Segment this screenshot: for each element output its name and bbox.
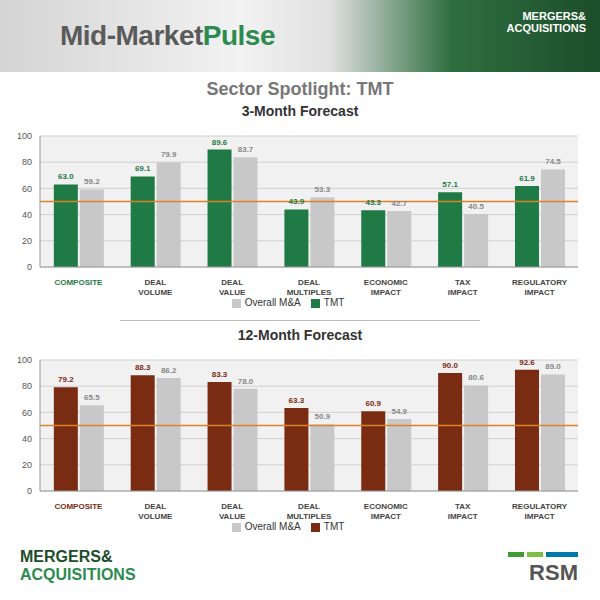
svg-text:TAXIMPACT: TAXIMPACT xyxy=(448,502,478,521)
svg-text:89.6: 89.6 xyxy=(212,138,228,147)
svg-text:60: 60 xyxy=(22,408,32,418)
svg-text:TAXIMPACT: TAXIMPACT xyxy=(448,278,478,297)
svg-text:80: 80 xyxy=(22,157,32,167)
svg-text:88.3: 88.3 xyxy=(135,363,151,372)
svg-text:DEALVALUE: DEALVALUE xyxy=(219,502,246,521)
svg-text:20: 20 xyxy=(22,460,32,470)
html-text:ACQUISITIONS: ACQUISITIONS xyxy=(20,566,136,583)
svg-text:ECONOMICIMPACT: ECONOMICIMPACT xyxy=(364,502,408,521)
svg-text:83.7: 83.7 xyxy=(238,145,254,154)
svg-text:100: 100 xyxy=(17,131,32,141)
svg-text:ECONOMICIMPACT: ECONOMICIMPACT xyxy=(364,278,408,297)
svg-text:54.9: 54.9 xyxy=(391,407,407,416)
svg-text:DEALMULTIPLES: DEALMULTIPLES xyxy=(287,278,332,297)
svg-text:57.1: 57.1 xyxy=(442,180,458,189)
html-text:MERGERS&: MERGERS& xyxy=(20,548,113,565)
svg-text:20: 20 xyxy=(22,236,32,246)
svg-text:COMPOSITE: COMPOSITE xyxy=(54,502,103,511)
svg-text:79.9: 79.9 xyxy=(161,150,177,159)
svg-text:40: 40 xyxy=(22,210,32,220)
svg-text:61.9: 61.9 xyxy=(519,174,535,183)
svg-text:53.3: 53.3 xyxy=(315,185,331,194)
html-text:Overall M&A: Overall M&A xyxy=(244,297,301,308)
svg-text:60.9: 60.9 xyxy=(365,399,381,408)
html-text:Sector Spotlight: TMT: Sector Spotlight: TMT xyxy=(206,79,394,99)
svg-text:74.5: 74.5 xyxy=(545,157,561,166)
svg-text:COMPOSITE: COMPOSITE xyxy=(54,278,103,287)
svg-text:DEALVOLUME: DEALVOLUME xyxy=(138,502,173,521)
svg-text:40: 40 xyxy=(22,434,32,444)
svg-text:86.2: 86.2 xyxy=(161,366,177,375)
svg-text:78.0: 78.0 xyxy=(238,377,254,386)
svg-text:0: 0 xyxy=(27,486,32,496)
svg-text:REGULATORYIMPACT: REGULATORYIMPACT xyxy=(512,502,568,521)
svg-text:0: 0 xyxy=(27,262,32,272)
svg-text:90.0: 90.0 xyxy=(442,361,458,370)
html-text:3-Month Forecast: 3-Month Forecast xyxy=(241,103,359,119)
svg-text:40.5: 40.5 xyxy=(468,202,484,211)
svg-text:80.6: 80.6 xyxy=(468,373,484,382)
svg-text:92.6: 92.6 xyxy=(519,358,535,367)
svg-text:100: 100 xyxy=(17,355,32,365)
html-text:Overall M&A: Overall M&A xyxy=(244,521,301,532)
svg-text:REGULATORYIMPACT: REGULATORYIMPACT xyxy=(512,278,568,297)
svg-text:43.3: 43.3 xyxy=(365,198,381,207)
html-text:MERGERS&: MERGERS& xyxy=(522,10,586,22)
svg-text:42.7: 42.7 xyxy=(391,199,407,208)
svg-text:89.0: 89.0 xyxy=(545,362,561,371)
svg-text:63.3: 63.3 xyxy=(289,396,305,405)
svg-text:DEALVOLUME: DEALVOLUME xyxy=(138,278,173,297)
html-text:RSM: RSM xyxy=(529,560,578,585)
svg-text:79.2: 79.2 xyxy=(58,375,74,384)
html-text:ACQUISITIONS: ACQUISITIONS xyxy=(506,22,586,34)
svg-text:DEALMULTIPLES: DEALMULTIPLES xyxy=(287,502,332,521)
svg-text:69.1: 69.1 xyxy=(135,164,151,173)
html-text:12-Month Forecast: 12-Month Forecast xyxy=(237,327,363,343)
svg-text:80: 80 xyxy=(22,381,32,391)
html-text:TMT: TMT xyxy=(323,521,345,532)
html-text:TMT: TMT xyxy=(323,297,345,308)
svg-text:50.9: 50.9 xyxy=(315,412,331,421)
svg-text:DEALVALUE: DEALVALUE xyxy=(219,278,246,297)
svg-text:63.0: 63.0 xyxy=(58,172,74,181)
svg-text:60: 60 xyxy=(22,184,32,194)
svg-text:43.9: 43.9 xyxy=(289,197,305,206)
svg-text:59.2: 59.2 xyxy=(84,177,100,186)
svg-text:83.3: 83.3 xyxy=(212,370,228,379)
svg-text:65.5: 65.5 xyxy=(84,393,100,402)
html-text:Mid-Market Pulse: Mid-Market Pulse xyxy=(60,20,275,51)
